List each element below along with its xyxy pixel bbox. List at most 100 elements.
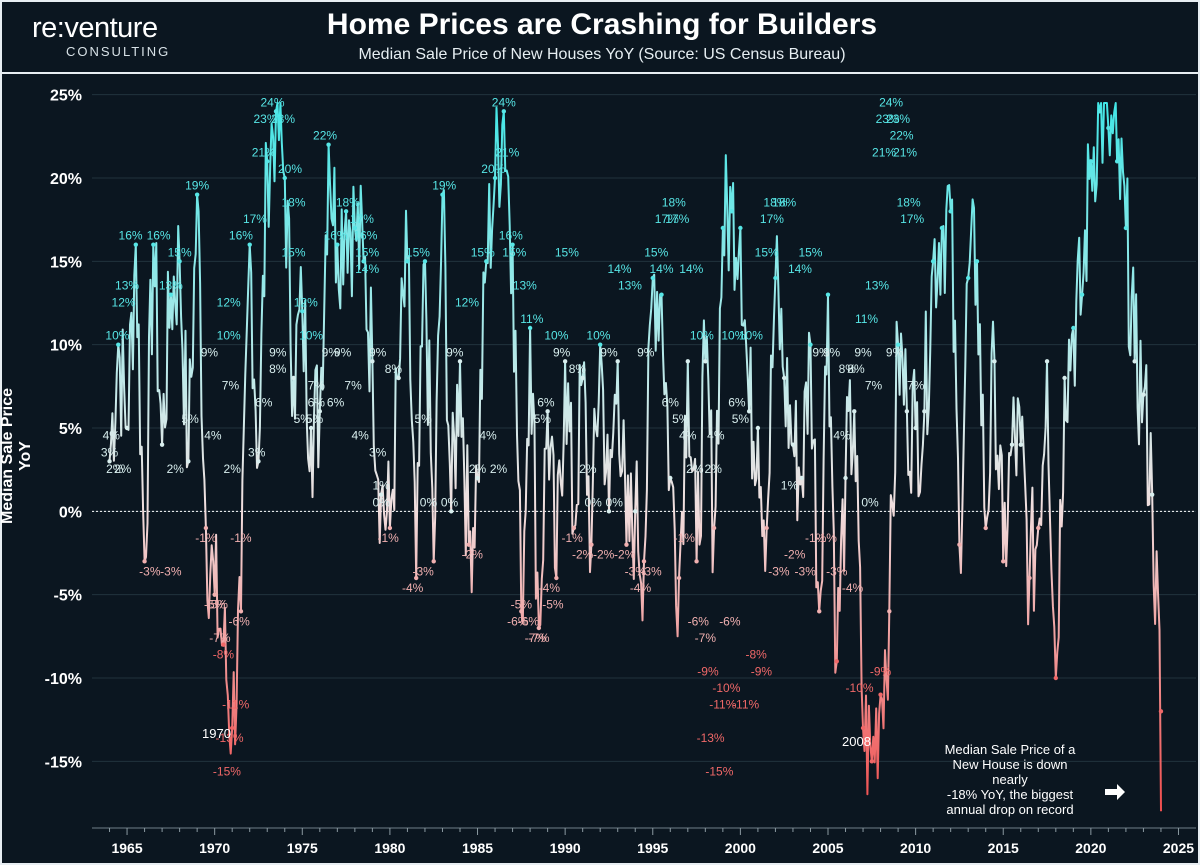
- data-point: [203, 525, 209, 531]
- data-label: 6%: [255, 395, 273, 409]
- data-point: [703, 359, 708, 364]
- data-label: -3%: [625, 564, 647, 578]
- data-point: [571, 525, 577, 531]
- data-point: [317, 409, 323, 414]
- data-label: 3%: [369, 445, 387, 459]
- data-point: [273, 109, 279, 114]
- data-point: [676, 575, 682, 581]
- data-label: 7%: [865, 379, 883, 393]
- data-label: 5%: [415, 412, 433, 426]
- data-label: 7%: [308, 379, 326, 393]
- data-point: [746, 409, 752, 414]
- data-point: [790, 442, 796, 447]
- data-label: 3%: [101, 445, 119, 459]
- data-point: [1079, 292, 1085, 297]
- data-point: [930, 259, 936, 264]
- annotation-year-2008: 2008: [842, 734, 871, 749]
- data-point: [378, 492, 384, 497]
- x-tick-label: 2010: [900, 840, 931, 856]
- data-point: [1027, 575, 1032, 581]
- y-tick-label: -5%: [54, 588, 82, 605]
- y-tick-label: 5%: [59, 421, 82, 438]
- data-label: 23%: [876, 112, 900, 126]
- data-label: 15%: [355, 245, 379, 259]
- x-tick-label: 2000: [725, 840, 756, 856]
- data-point: [335, 242, 340, 247]
- data-label: -2%: [572, 548, 594, 562]
- data-point: [1036, 525, 1041, 531]
- data-label: 13%: [618, 279, 642, 293]
- data-point: [501, 109, 507, 114]
- data-label: -2%: [593, 548, 615, 562]
- header: re:venture CONSULTING Home Prices are Cr…: [0, 0, 1200, 74]
- data-point: [624, 542, 629, 547]
- data-label: 9%: [854, 345, 872, 359]
- data-label: 4%: [679, 429, 697, 443]
- data-point: [729, 209, 734, 214]
- annotation-line-3: -18% YoY, the biggest: [946, 787, 1074, 802]
- data-point: [580, 375, 585, 381]
- y-axis-label: Median Sale Price YoY: [0, 387, 34, 525]
- x-tick-label: 1995: [637, 840, 668, 856]
- data-label: 21%: [495, 145, 519, 159]
- data-point: [1088, 159, 1094, 164]
- data-label: 4%: [479, 429, 497, 443]
- data-label: -6%: [719, 614, 741, 628]
- data-label: -8%: [213, 648, 235, 662]
- data-label: 15%: [406, 245, 430, 259]
- data-point: [256, 459, 261, 464]
- data-point: [1097, 109, 1102, 114]
- y-tick-label: 0%: [59, 504, 82, 521]
- data-label: 4%: [833, 429, 851, 443]
- data-point: [300, 309, 305, 314]
- data-label: -7%: [695, 631, 717, 645]
- data-label: 13%: [865, 279, 889, 293]
- data-point: [668, 475, 673, 481]
- data-label: -4%: [402, 581, 424, 595]
- data-label: 16%: [229, 229, 253, 243]
- data-label: 11%: [855, 312, 878, 326]
- data-label: 19%: [185, 179, 209, 193]
- data-label: 1%: [781, 479, 799, 493]
- data-point: [878, 692, 883, 697]
- data-label: 16%: [147, 229, 171, 243]
- data-point: [326, 142, 331, 147]
- data-label: 15%: [168, 245, 192, 259]
- data-label: 9%: [322, 345, 340, 359]
- data-label: 8%: [847, 362, 865, 376]
- data-point: [361, 259, 366, 264]
- data-label: -1%: [816, 531, 838, 545]
- data-point: [633, 509, 638, 514]
- data-point: [615, 359, 620, 364]
- data-label: 14%: [355, 262, 379, 276]
- y-tick-label: 25%: [50, 88, 82, 105]
- data-point: [519, 609, 524, 614]
- data-label: 6%: [662, 395, 680, 409]
- data-point: [475, 475, 480, 481]
- data-label: 18%: [662, 195, 686, 209]
- data-label: 0%: [606, 495, 624, 509]
- data-label: 5%: [672, 412, 690, 426]
- x-tick-label: 2020: [1075, 840, 1106, 856]
- data-label: -4%: [842, 581, 864, 595]
- data-label: 2%: [705, 462, 723, 476]
- data-point: [983, 525, 988, 531]
- data-label: 9%: [269, 345, 287, 359]
- data-point: [238, 609, 244, 614]
- data-label: 20%: [481, 162, 505, 176]
- data-point: [589, 542, 594, 547]
- data-label: 10%: [721, 329, 745, 343]
- x-tick-label: 1980: [374, 840, 405, 856]
- data-point: [1141, 392, 1146, 397]
- data-point: [440, 192, 445, 197]
- data-label: -13%: [216, 731, 244, 745]
- data-label: 12%: [217, 295, 241, 309]
- data-point: [422, 259, 428, 264]
- data-point: [685, 359, 691, 364]
- data-point: [168, 292, 174, 297]
- data-point: [308, 425, 314, 431]
- data-label: 5%: [732, 412, 750, 426]
- data-label: 15%: [282, 245, 306, 259]
- data-label: 18%: [897, 195, 921, 209]
- data-label: 12%: [294, 295, 318, 309]
